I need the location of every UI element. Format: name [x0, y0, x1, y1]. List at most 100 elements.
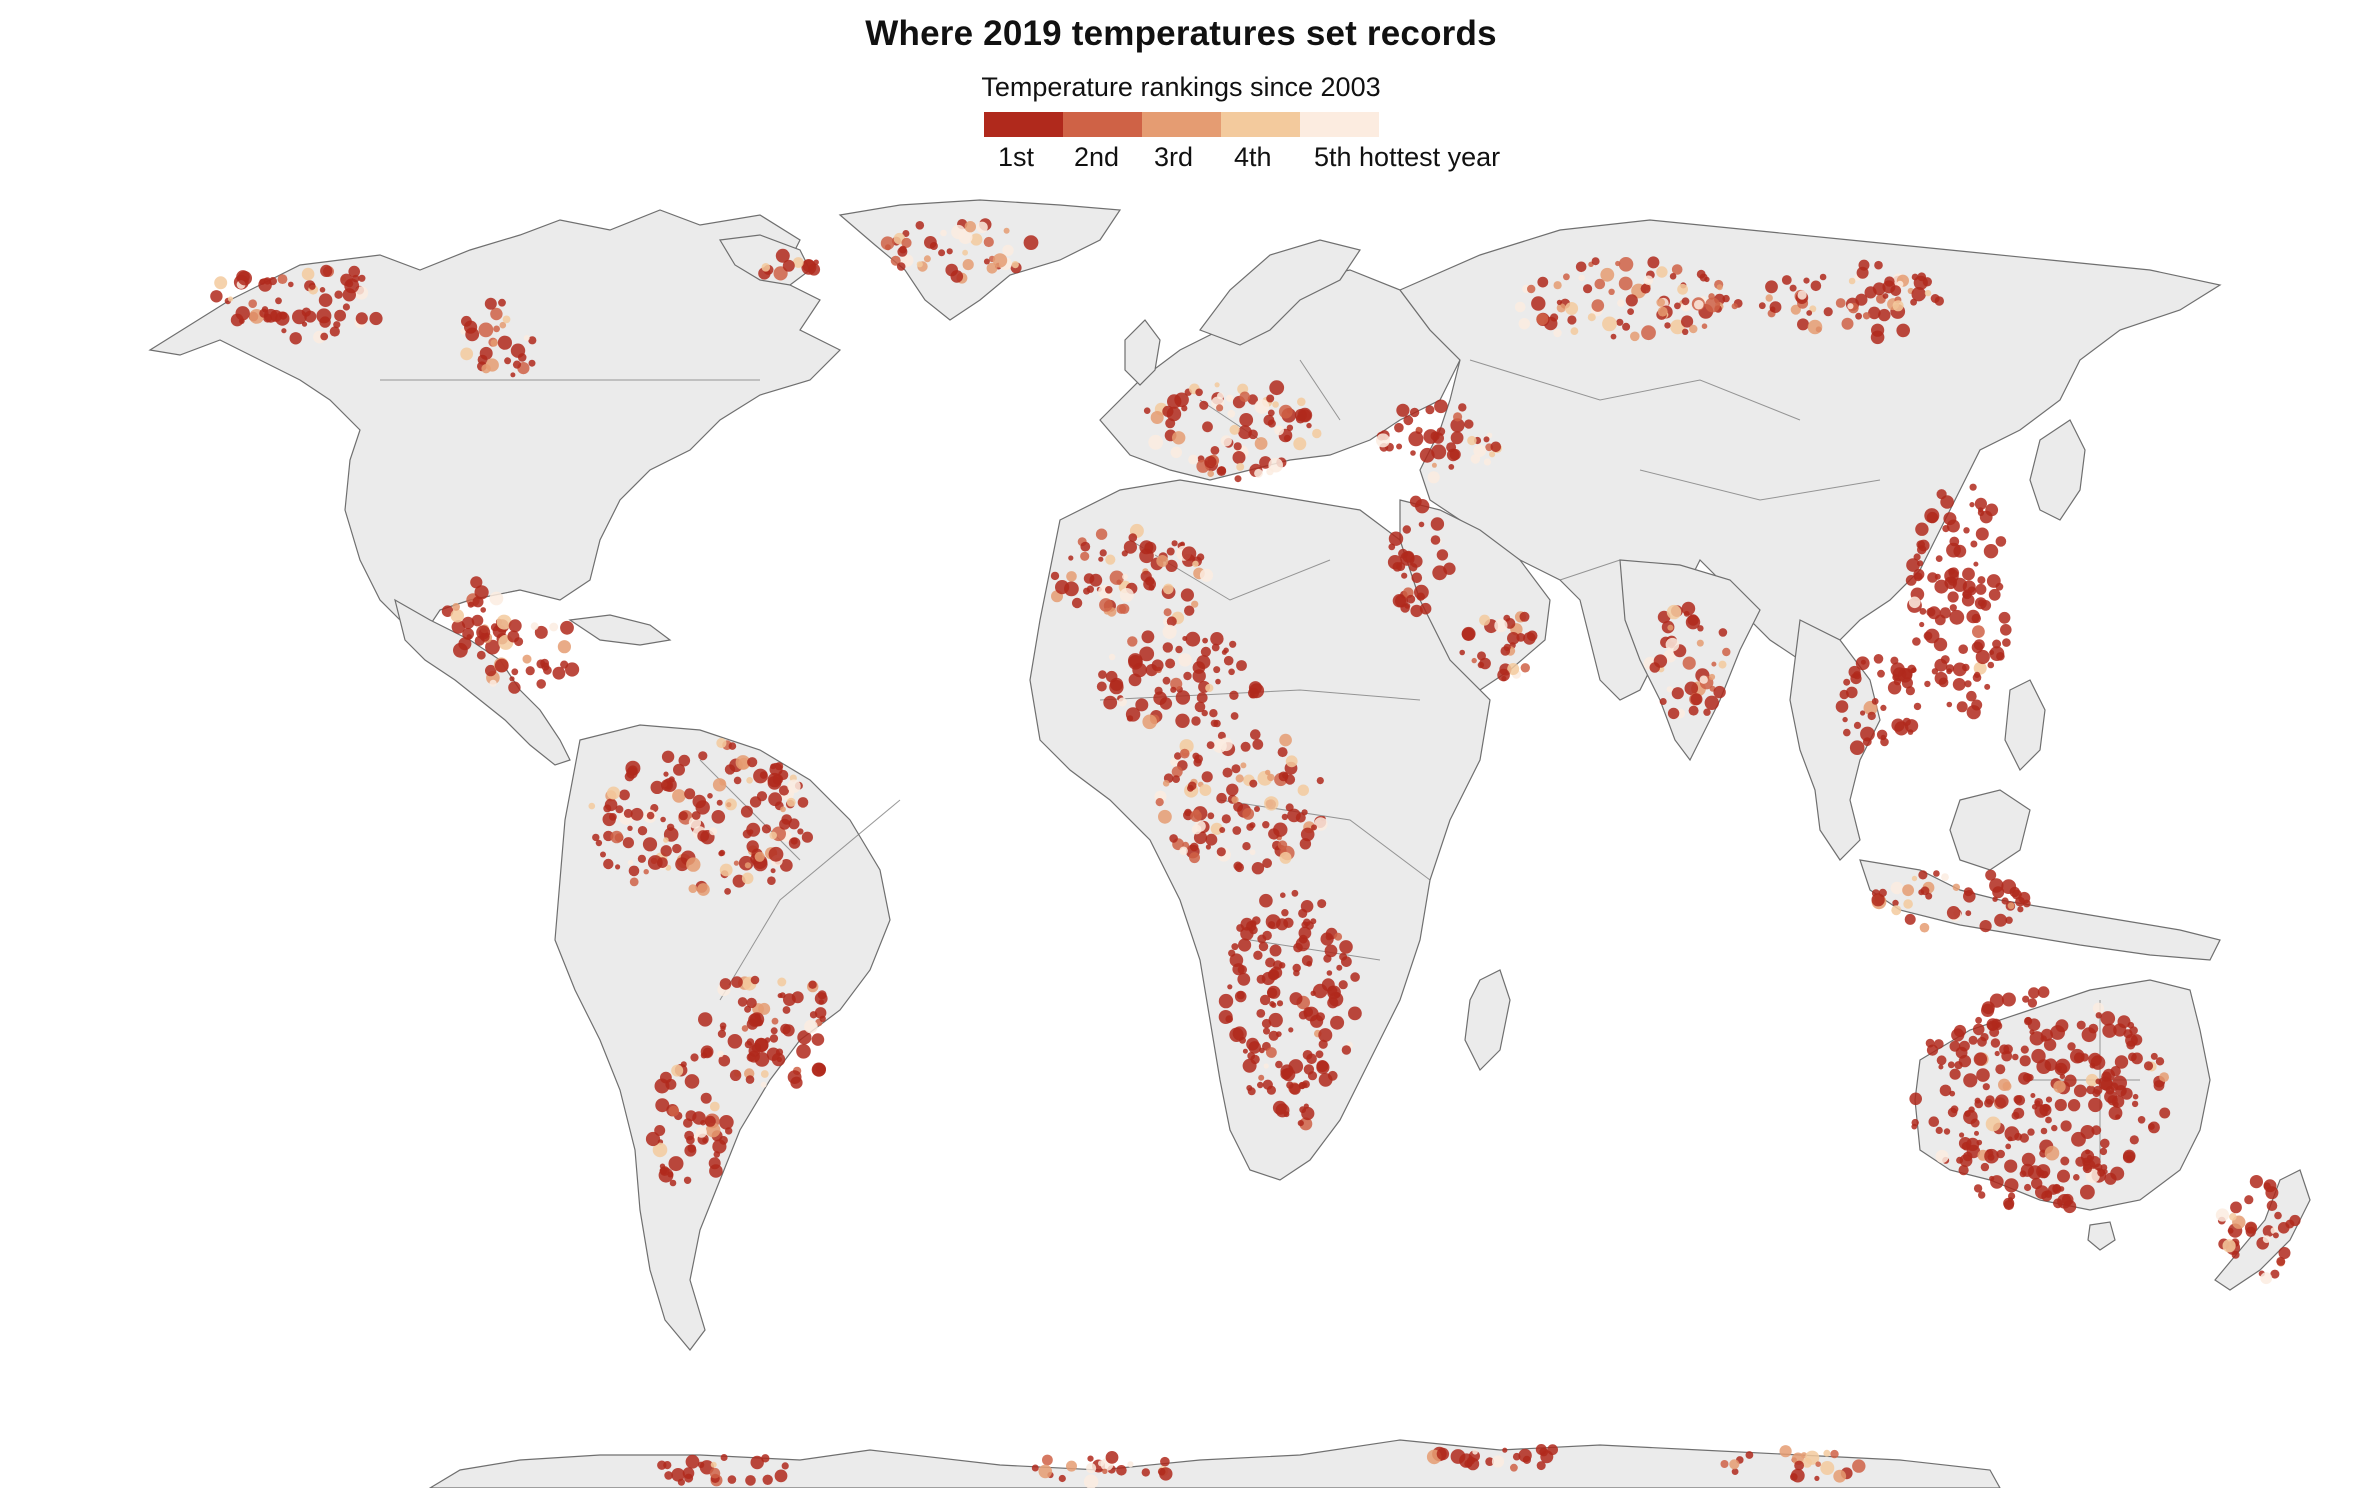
rank-patch	[2044, 1190, 2053, 1198]
rank-patch	[654, 1078, 670, 1094]
rank-patch	[1214, 382, 1220, 388]
rank-patch	[1537, 276, 1549, 288]
rank-patch	[1955, 1046, 1968, 1059]
rank-patch	[1410, 604, 1423, 618]
rank-patch	[1935, 1149, 1949, 1164]
rank-patch	[1878, 308, 1891, 322]
rank-patch	[1516, 633, 1526, 642]
rank-patch	[1068, 555, 1074, 561]
rank-patch	[1187, 784, 1194, 792]
rank-patch	[1291, 889, 1299, 897]
rank-patch	[1830, 1449, 1839, 1459]
rank-patch	[761, 824, 772, 834]
rank-patch	[1745, 1451, 1754, 1459]
rank-patch	[1402, 525, 1412, 534]
rank-patch	[1722, 647, 1731, 657]
rank-patch	[2102, 1023, 2117, 1038]
rank-patch	[1151, 659, 1164, 672]
rank-patch	[1215, 678, 1221, 685]
rank-patch	[1893, 677, 1902, 686]
rank-patch	[2058, 1186, 2065, 1192]
rank-patch	[2249, 1175, 2263, 1189]
rank-patch	[2037, 986, 2050, 998]
rank-patch	[1946, 542, 1961, 558]
legend-label-5th: 5th hottest year	[1314, 142, 1501, 172]
rank-patch	[557, 640, 572, 654]
rank-patch	[1935, 555, 1943, 562]
rank-patch	[1683, 610, 1690, 617]
rank-patch	[1031, 1464, 1039, 1472]
rank-patch	[880, 236, 895, 250]
rank-patch	[1591, 299, 1605, 312]
rank-patch	[1042, 1454, 1053, 1466]
rank-patch	[1184, 605, 1195, 616]
rank-patch	[808, 980, 817, 989]
rank-patch	[1781, 275, 1792, 285]
rank-patch	[1458, 403, 1467, 412]
rank-patch	[924, 236, 937, 249]
rank-patch	[727, 1475, 737, 1484]
rank-patch	[1843, 678, 1851, 686]
rank-patch	[1892, 300, 1904, 312]
rank-patch	[1256, 1009, 1266, 1018]
rank-patch	[811, 1033, 825, 1046]
rank-patch	[1119, 603, 1130, 614]
rank-patch	[1489, 451, 1496, 458]
rank-patch	[1975, 649, 1990, 665]
rank-patch	[1295, 812, 1306, 823]
rank-patch	[1217, 731, 1226, 740]
rank-patch	[1935, 1126, 1943, 1134]
rank-patch	[1414, 584, 1429, 600]
rank-patch	[1274, 425, 1284, 436]
rank-patch	[2043, 1038, 2057, 1051]
rank-patch	[2227, 1227, 2234, 1234]
rank-patch	[1453, 412, 1463, 422]
rank-patch	[2053, 1080, 2066, 1093]
rank-patch	[1849, 740, 1865, 755]
rank-patch	[1396, 562, 1406, 571]
rank-patch	[1934, 296, 1945, 306]
rank-patch	[1553, 328, 1562, 338]
rank-patch	[637, 826, 648, 836]
rank-patch	[2067, 1099, 2081, 1112]
rank-patch	[720, 1454, 728, 1461]
rank-patch	[1277, 747, 1288, 758]
rank-patch	[1279, 733, 1292, 747]
rank-patch	[678, 754, 691, 767]
rank-patch	[1985, 503, 1999, 517]
rank-patch	[958, 230, 973, 245]
rank-patch	[1882, 280, 1896, 294]
rank-patch	[1873, 654, 1884, 664]
rank-patch	[1602, 316, 1617, 332]
rank-patch	[1188, 454, 1199, 465]
rank-patch	[1926, 511, 1939, 524]
rank-patch	[661, 750, 675, 763]
rank-patch	[1677, 283, 1688, 295]
rank-patch	[1988, 588, 2001, 601]
rank-patch	[737, 997, 748, 1007]
rank-patch	[603, 858, 614, 870]
rank-patch	[1968, 1035, 1978, 1045]
rank-patch	[1995, 1064, 2006, 1075]
rank-patch	[1891, 905, 1902, 916]
rank-patch	[1701, 323, 1708, 330]
rank-patch	[1973, 1052, 1988, 1066]
rank-patch	[1080, 541, 1091, 552]
rank-patch	[1578, 274, 1585, 282]
rank-patch	[2059, 1073, 2066, 1080]
rank-patch	[777, 977, 787, 987]
rank-patch	[702, 1137, 708, 1143]
rank-patch	[1350, 972, 1360, 982]
rank-patch	[688, 884, 698, 893]
rank-patch	[1298, 934, 1308, 944]
rank-patch	[1095, 528, 1108, 540]
rank-patch	[686, 857, 701, 872]
rank-patch	[1919, 922, 1930, 933]
rank-patch	[2123, 1149, 2136, 1163]
rank-patch	[2001, 1050, 2013, 1062]
rank-patch	[2080, 1125, 2095, 1139]
rank-patch	[2153, 1080, 2165, 1091]
rank-patch	[1211, 643, 1220, 652]
rank-patch	[1236, 462, 1245, 471]
rank-patch	[214, 276, 228, 290]
